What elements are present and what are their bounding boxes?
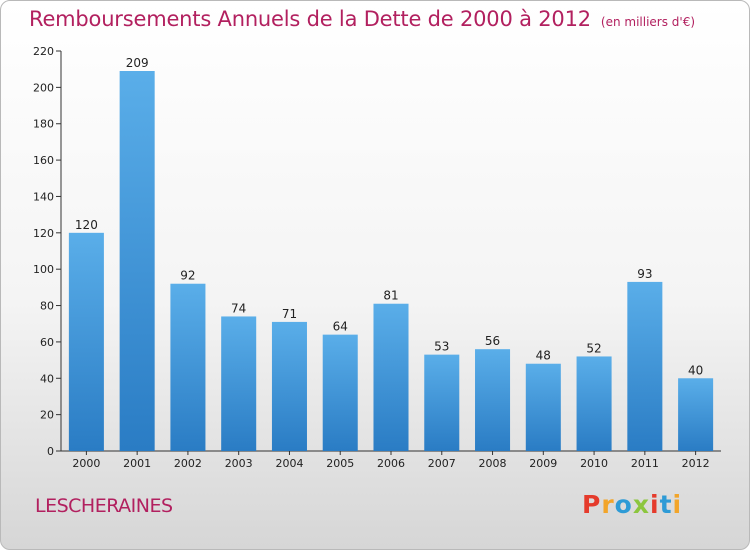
bar (627, 281, 663, 451)
bar-value-label: 56 (485, 334, 500, 348)
logo-letter: t (659, 490, 673, 519)
logo-letter: r (601, 490, 615, 519)
bar (373, 303, 409, 451)
logo-letter: i (650, 490, 660, 519)
bar (678, 378, 714, 451)
chart-unit: (en milliers d'€) (600, 15, 696, 29)
x-tick-label: 2009 (529, 457, 557, 470)
chart-bars (68, 71, 714, 451)
y-tick-label: 220 (33, 45, 54, 58)
x-tick-label: 2010 (580, 457, 608, 470)
x-tick-label: 2005 (326, 457, 354, 470)
x-tick-label: 2011 (631, 457, 659, 470)
logo-letter: o (614, 490, 633, 519)
chart-title: Remboursements Annuels de la Dette de 20… (29, 7, 591, 31)
bar-value-label: 71 (282, 307, 297, 321)
bar-value-label: 64 (333, 320, 348, 334)
x-tick-label: 2006 (377, 457, 405, 470)
x-tick-label: 2001 (123, 457, 151, 470)
logo-letter: P (582, 490, 602, 519)
proxiti-logo: Proxiti (582, 490, 682, 519)
x-tick-label: 2000 (72, 457, 100, 470)
bar (170, 283, 206, 451)
y-tick-label: 180 (33, 118, 54, 131)
bar-value-label: 209 (126, 56, 149, 70)
x-tick-label: 2012 (682, 457, 710, 470)
bar-value-label: 92 (180, 269, 195, 283)
bar-value-label: 74 (231, 301, 246, 315)
x-tick-label: 2002 (174, 457, 202, 470)
bar (119, 71, 155, 451)
bar (221, 316, 257, 451)
bar (424, 354, 460, 451)
bar (322, 334, 358, 451)
bar-value-label: 120 (75, 218, 98, 232)
y-tick-label: 40 (40, 372, 54, 385)
bar (68, 232, 104, 451)
logo-letter: x (632, 490, 650, 519)
x-tick-label: 2007 (428, 457, 456, 470)
y-tick-label: 200 (33, 81, 54, 94)
chart-axes: 0 20 40 60 80 100 120 140 160 180 200 220 2000 2001 20… (33, 45, 721, 470)
bar-value-label: 93 (637, 267, 652, 281)
bar-value-label: 81 (383, 289, 398, 303)
x-tick-label: 2003 (225, 457, 253, 470)
bar (576, 356, 612, 451)
bar-value-label: 53 (434, 340, 449, 354)
y-tick-label: 100 (33, 263, 54, 276)
y-tick-label: 80 (40, 300, 54, 313)
x-tick-label: 2004 (275, 457, 303, 470)
bar (271, 321, 307, 451)
y-tick-label: 160 (33, 154, 54, 167)
town-name: LESCHERAINES (35, 495, 173, 517)
bar-value-label: 48 (536, 349, 551, 363)
chart-labels: 120 209 92 74 71 64 81 53 56 48 52 93 40 (75, 56, 703, 377)
y-tick-label: 140 (33, 190, 54, 203)
logo-letter: i (672, 490, 683, 519)
chart-header: Remboursements Annuels de la Dette de 20… (29, 7, 695, 31)
bar (525, 363, 561, 451)
y-tick-label: 0 (47, 445, 54, 458)
bar-value-label: 40 (688, 363, 703, 377)
y-tick-label: 60 (40, 336, 54, 349)
y-tick-label: 20 (40, 409, 54, 422)
bar (475, 349, 511, 451)
bar-value-label: 52 (586, 341, 601, 355)
y-tick-label: 120 (33, 227, 54, 240)
x-tick-label: 2008 (479, 457, 507, 470)
